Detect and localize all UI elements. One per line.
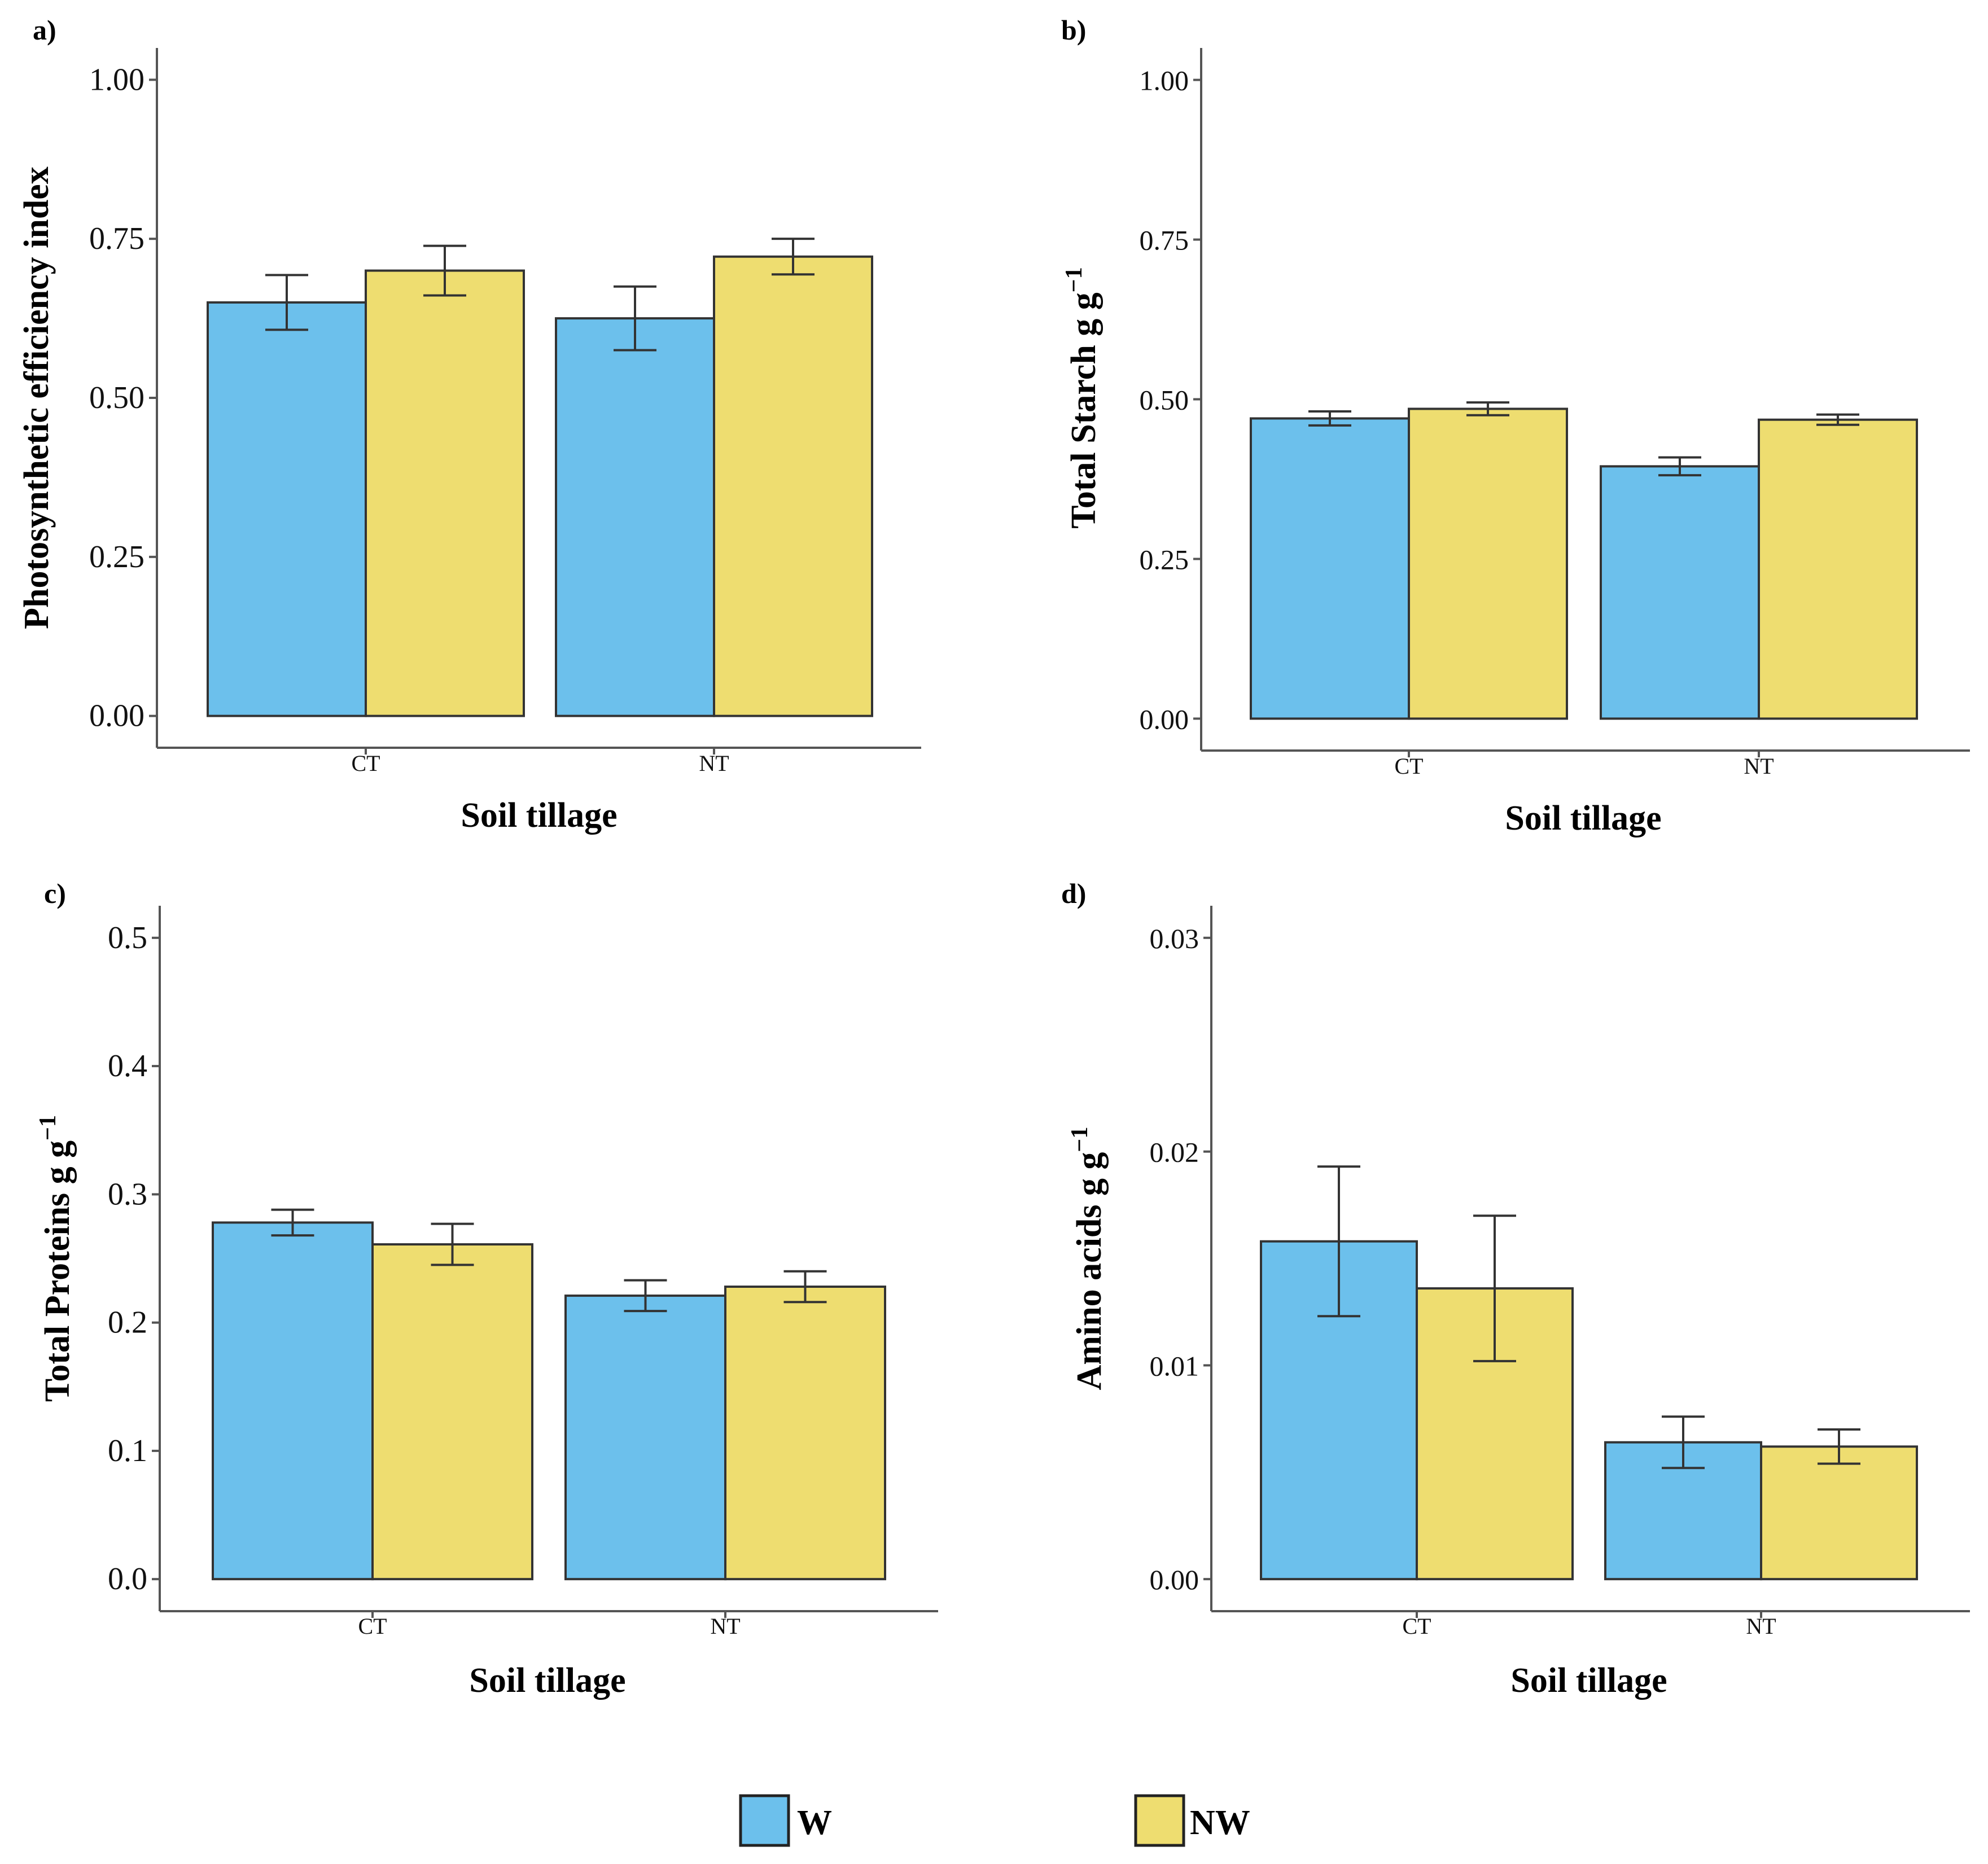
y-tick-label: 0.25 bbox=[1140, 543, 1189, 575]
y-tick-label: 0.50 bbox=[1140, 384, 1189, 416]
x-tick-label-ct: CT bbox=[358, 1613, 387, 1639]
error-bar bbox=[614, 285, 656, 352]
bar-w-nt bbox=[555, 317, 715, 717]
y-tick-label: 0.3 bbox=[108, 1177, 147, 1212]
x-tick-label-ct: CT bbox=[351, 751, 380, 776]
bar-w-ct bbox=[207, 301, 367, 717]
panel-d: d) 0.00 0.01 0.02 0.03 CT NT Soil tillage Amino … bbox=[1061, 878, 1970, 1700]
bar-w-ct bbox=[212, 1221, 374, 1581]
x-axis-title: Soil tillage bbox=[461, 796, 617, 835]
bar-nw-nt bbox=[724, 1286, 886, 1581]
panel-b: b) 0.00 0.25 0.50 0.75 1.00 CT NT Soil tillage To… bbox=[1061, 14, 1970, 837]
x-tick-label-ct: CT bbox=[1394, 753, 1423, 779]
y-tick-label: 0.25 bbox=[89, 540, 144, 574]
x-tick-label-nt: NT bbox=[710, 1613, 740, 1639]
x-axis-title: Soil tillage bbox=[1510, 1661, 1667, 1700]
error-bar bbox=[783, 1270, 827, 1304]
chart-panels: a) 0.00 0.25 0.50 0.75 1.00 CT NT Soil tillage Ph… bbox=[17, 14, 1970, 1700]
panel-label: d) bbox=[1061, 878, 1086, 909]
error-bar bbox=[423, 244, 466, 297]
bar-nw-ct bbox=[1408, 407, 1568, 720]
panel-label: c) bbox=[44, 878, 66, 909]
panel-label: b) bbox=[1061, 14, 1086, 46]
y-tick-label: 0.00 bbox=[1140, 703, 1189, 735]
y-tick-label: 0.4 bbox=[108, 1049, 147, 1084]
error-bar bbox=[1658, 456, 1701, 477]
panel-c: c) 0.0 0.1 0.2 0.3 0.4 0.5 CT NT Soil tillage Tota… bbox=[35, 878, 938, 1700]
y-tick-label: 1.00 bbox=[1140, 65, 1189, 97]
x-tick-label-nt: NT bbox=[1744, 753, 1774, 779]
y-axis-title: Photosynthetic efficiency index bbox=[17, 166, 56, 629]
panel-a: a) 0.00 0.25 0.50 0.75 1.00 CT NT Soil tillage Ph… bbox=[17, 14, 921, 835]
y-tick-label: 0.5 bbox=[108, 920, 147, 955]
y-tick-label: 0.03 bbox=[1150, 923, 1199, 954]
error-bar bbox=[1308, 410, 1351, 427]
y-tick-label: 0.00 bbox=[89, 699, 144, 734]
legend-label-w: W bbox=[797, 1804, 832, 1842]
bar-w-nt bbox=[1600, 465, 1760, 720]
x-axis-title: Soil tillage bbox=[469, 1661, 625, 1700]
bar-nw-nt bbox=[1760, 1445, 1918, 1581]
y-tick-label: 0.02 bbox=[1150, 1137, 1199, 1168]
bar-nw-nt bbox=[1758, 418, 1918, 720]
error-bar bbox=[1818, 1428, 1860, 1465]
y-axis-title: Total Proteins g g−1 bbox=[35, 1115, 77, 1402]
y-tick-label: 0.50 bbox=[89, 380, 144, 415]
bar-w-ct bbox=[1250, 417, 1410, 720]
y-tick-label: 1.00 bbox=[89, 62, 144, 97]
y-tick-label: 0.0 bbox=[108, 1562, 147, 1597]
error-bar bbox=[1317, 1165, 1360, 1318]
x-tick-label-ct: CT bbox=[1402, 1613, 1431, 1639]
panel-label: a) bbox=[33, 14, 56, 46]
error-bar bbox=[1473, 1214, 1516, 1362]
error-bar bbox=[1466, 401, 1509, 416]
y-tick-label: 0.2 bbox=[108, 1305, 147, 1340]
y-axis-title: Total Starch g g−1 bbox=[1061, 267, 1103, 529]
bar-w-nt bbox=[564, 1294, 726, 1581]
y-axis-title: Amino acids g g−1 bbox=[1067, 1127, 1109, 1391]
y-tick-label: 0.00 bbox=[1150, 1564, 1199, 1595]
bar-nw-nt bbox=[713, 255, 873, 717]
legend: W NW bbox=[739, 1794, 1250, 1847]
y-tick-label: 0.75 bbox=[89, 221, 144, 256]
x-tick-label-nt: NT bbox=[1746, 1613, 1776, 1639]
y-tick-label: 0.1 bbox=[108, 1433, 147, 1468]
x-axis-title: Soil tillage bbox=[1505, 799, 1661, 837]
legend-swatch-w bbox=[739, 1794, 790, 1847]
error-bar bbox=[271, 1208, 314, 1237]
error-bar bbox=[265, 274, 308, 331]
error-bar bbox=[1816, 413, 1859, 426]
error-bar bbox=[1662, 1415, 1705, 1470]
bar-nw-ct bbox=[371, 1243, 533, 1581]
legend-swatch-nw bbox=[1134, 1794, 1185, 1847]
error-bar bbox=[624, 1279, 667, 1313]
error-bar bbox=[772, 238, 815, 276]
error-bar bbox=[431, 1222, 474, 1266]
x-tick-label-nt: NT bbox=[699, 751, 729, 776]
legend-label-nw: NW bbox=[1190, 1804, 1250, 1842]
y-tick-label: 0.75 bbox=[1140, 225, 1189, 256]
y-tick-label: 0.01 bbox=[1150, 1350, 1199, 1381]
bar-nw-ct bbox=[365, 269, 525, 717]
